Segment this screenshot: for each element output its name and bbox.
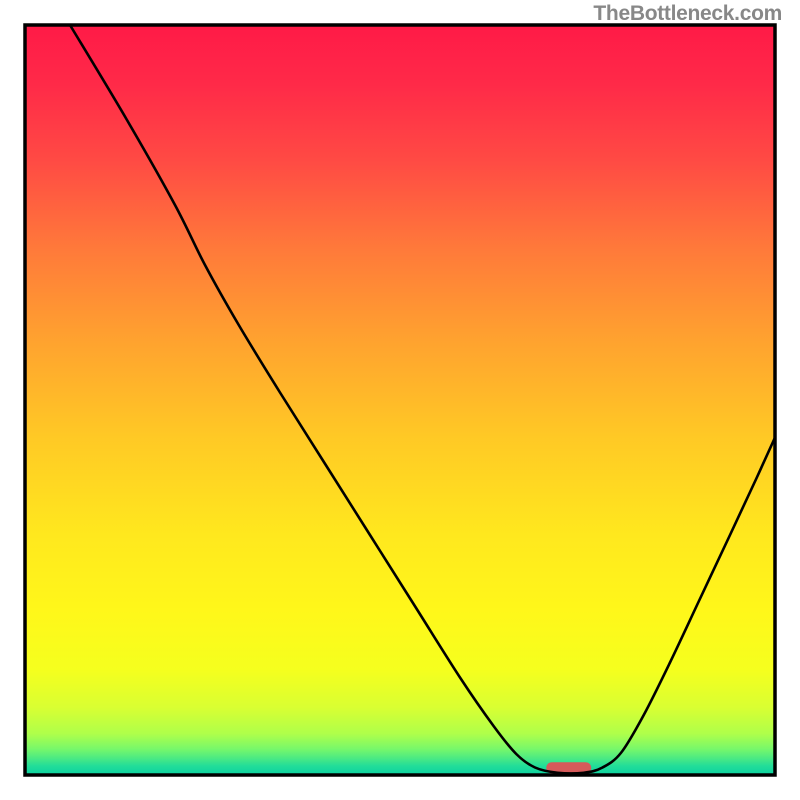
chart-container: { "watermark": { "text": "TheBottleneck.… [0, 0, 800, 800]
watermark-text: TheBottleneck.com [593, 2, 782, 26]
bottleneck-chart [0, 0, 800, 800]
